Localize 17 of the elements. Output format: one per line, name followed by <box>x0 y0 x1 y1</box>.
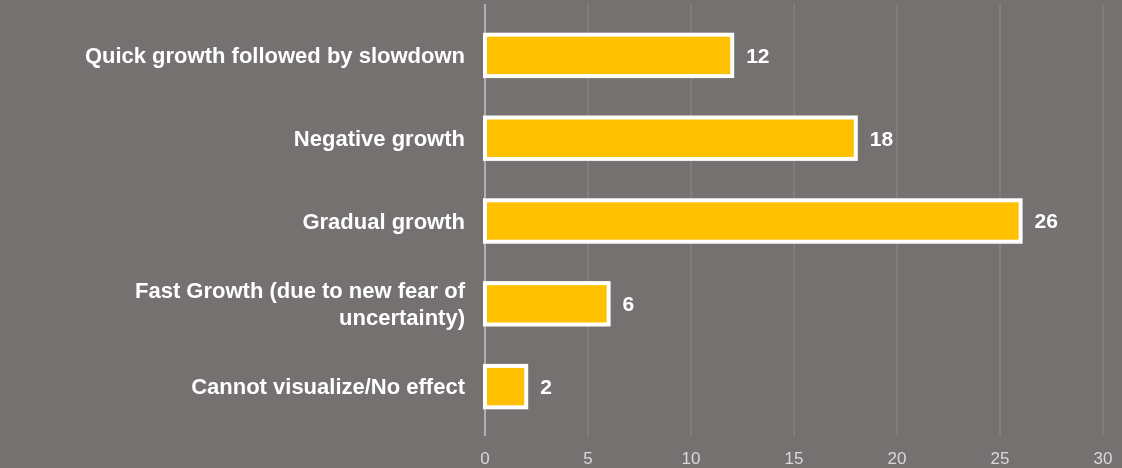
x-tick-label: 30 <box>1093 449 1113 468</box>
x-tick-label: 0 <box>480 449 490 468</box>
y-tick-label: Fast Growth (due to new fear of uncertainty) <box>134 278 466 330</box>
data-label: 18 <box>869 126 894 150</box>
y-tick-label: Negative growth <box>293 125 465 151</box>
x-tick-label: 20 <box>887 449 907 468</box>
x-tick-label: 10 <box>681 449 701 468</box>
x-tick-label: 15 <box>784 449 804 468</box>
data-label: 26 <box>1034 209 1058 233</box>
y-tick-label: Cannot visualize/No effect <box>191 374 466 400</box>
data-label: 2 <box>540 374 552 398</box>
data-label: 12 <box>746 43 770 67</box>
x-tick-label: 5 <box>583 449 593 468</box>
y-tick-label: Gradual growth <box>302 208 465 234</box>
x-tick-label: 25 <box>990 449 1010 468</box>
y-tick-label: Quick growth followed by slowdown <box>84 43 465 69</box>
data-label: 6 <box>622 292 635 316</box>
